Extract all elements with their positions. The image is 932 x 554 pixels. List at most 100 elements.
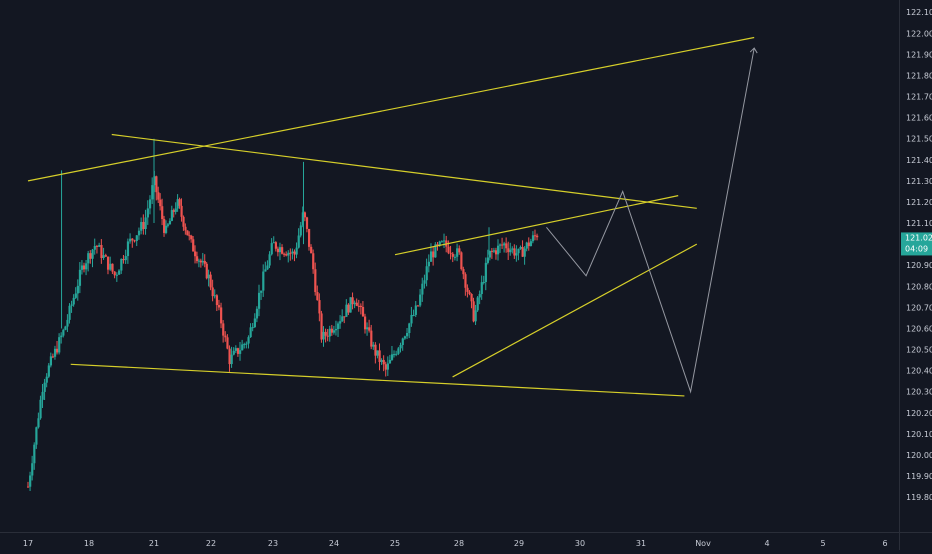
trendline[interactable] [452,243,698,378]
trendlines[interactable] [27,36,755,397]
trendline[interactable] [70,363,685,397]
candle-body [492,250,496,252]
candle-body [531,235,535,242]
x-tick-label: 29 [514,539,524,548]
candle-body [87,253,90,264]
candle-body [509,249,512,253]
candle-body [137,230,141,236]
candle-body [403,336,407,339]
candle-body [305,217,309,229]
candle-body [164,225,168,233]
candle-body [395,353,398,355]
candle-body [182,216,185,227]
candle-body [332,330,336,333]
candle-body [486,257,489,263]
y-tick-label: 120.000 [906,451,932,460]
candle-body [408,323,411,334]
candle-body [505,243,508,249]
candle-body [456,248,459,257]
candle-body [43,382,46,392]
candle-body [131,238,134,241]
x-tick-label: 4 [764,539,769,548]
candle-body [118,270,121,275]
candle-body [468,291,471,294]
candle-body [511,248,514,250]
candle-body [355,302,358,306]
candle-body [370,330,373,347]
candle-body [205,263,208,279]
x-tick-label: 21 [149,539,159,548]
candle-body [60,335,63,338]
x-tick-label: 31 [636,539,646,548]
trendline[interactable] [111,133,697,209]
candle-body [451,253,454,257]
y-tick-label: 120.200 [906,409,932,418]
candle-body [31,463,34,476]
candle-body [29,475,32,487]
candle-body [314,269,317,292]
projection-path[interactable] [546,47,758,394]
candle-body [70,304,73,306]
trendline[interactable] [394,195,679,256]
trendline[interactable] [27,36,755,182]
candle-body [78,269,82,286]
candle-body [140,221,143,231]
candle-body [264,269,267,272]
candle-body [37,418,40,428]
candle-body [412,314,415,316]
candle-body [194,251,197,257]
candle-body [247,337,250,344]
candle-body [260,290,263,293]
candle-body [222,323,225,336]
candle-body [278,247,282,253]
candle-body [519,246,522,249]
candle-body [458,248,461,253]
candle-body [215,295,219,306]
candle-body [68,305,71,320]
candle-body [35,427,38,445]
candle-body [307,228,311,247]
candle-body [207,274,210,279]
candle-body [345,304,348,317]
y-tick-label: 122.000 [906,29,932,38]
projection-polyline[interactable] [546,47,755,394]
candle-body [337,323,340,329]
candle-body [341,316,344,322]
candle-body [166,224,170,226]
x-tick-label: 24 [329,539,339,548]
candle-body [423,280,426,284]
current-price-badge: 121.027 04:09 [901,232,932,256]
candle-body [376,350,379,356]
candle-body [368,327,371,331]
candle-body [91,249,94,259]
candle-body [529,241,533,247]
candle-body [434,244,437,258]
candle-body [226,337,229,349]
candle-body [453,256,457,258]
y-tick-label: 120.400 [906,367,932,376]
candle-body [474,310,477,322]
candle-body [270,243,273,255]
candle-body [241,344,244,351]
candle-body [129,238,132,242]
candle-body [478,294,481,298]
candle-body [159,199,162,207]
candle-body [401,338,404,345]
candle-body [39,399,42,419]
candle-body [301,212,304,226]
candle-body [480,282,483,295]
candle-body [155,176,158,193]
candle-body [283,253,286,255]
candle-body [351,297,354,305]
candle-body [106,256,110,270]
candle-body [236,348,240,354]
y-tick-label: 121.700 [906,93,932,102]
x-tick-label: 30 [575,539,585,548]
candle-body [374,344,377,356]
candle-body [324,331,327,336]
candle-body [285,254,288,256]
x-tick-label: 5 [820,539,825,548]
time-axis[interactable]: 17 18 21 22 23 24 25 28 29 30 31 Nov 4 5 6 [23,539,888,548]
